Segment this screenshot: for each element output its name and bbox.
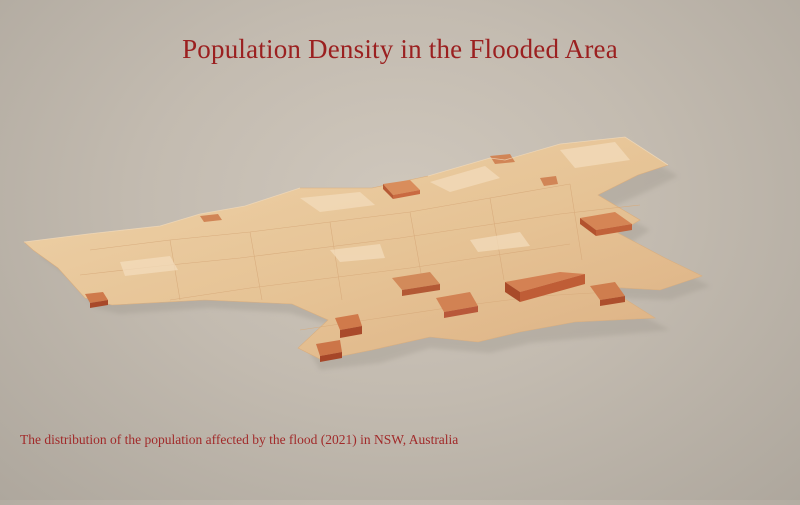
- map-title: Population Density in the Flooded Area: [182, 34, 618, 64]
- lit-edges: [23, 136, 669, 243]
- low-density-patches: [120, 142, 630, 276]
- high-density-blocks: [85, 154, 632, 362]
- map-caption: The distribution of the population affec…: [20, 432, 459, 447]
